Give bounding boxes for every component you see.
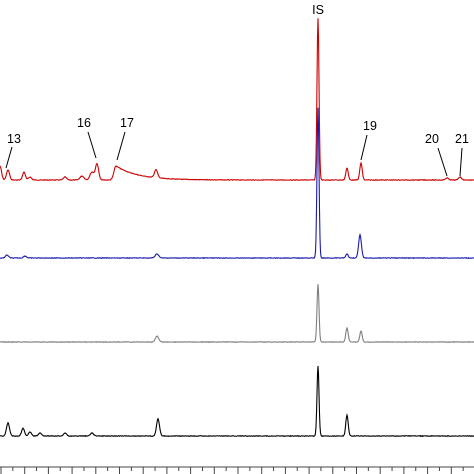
annotation-leader-line (360, 134, 368, 161)
annotation-leader-line (437, 147, 448, 177)
annotation-leader-line (5, 146, 13, 169)
annotation-label: 17 (120, 116, 134, 130)
series-line-2 (0, 107, 474, 260)
annotation-label: 21 (455, 132, 469, 146)
series-line-4 (0, 366, 474, 438)
x-axis (0, 466, 474, 474)
annotation-leader-line (87, 131, 97, 159)
annotation-leader-line (116, 131, 126, 161)
peak-annotations: IS 13 16 17 19 20 21 (5, 3, 469, 177)
annotation-label: 13 (7, 132, 21, 146)
annotation-label: 16 (77, 116, 91, 130)
annotation-label: 19 (363, 119, 377, 133)
chromatogram-traces (0, 18, 474, 438)
series-line-3 (0, 284, 474, 344)
series-line-1 (0, 18, 474, 182)
annotation-leader-line (459, 147, 463, 177)
annotation-label: IS (312, 3, 324, 17)
annotation-label: 20 (425, 132, 439, 146)
